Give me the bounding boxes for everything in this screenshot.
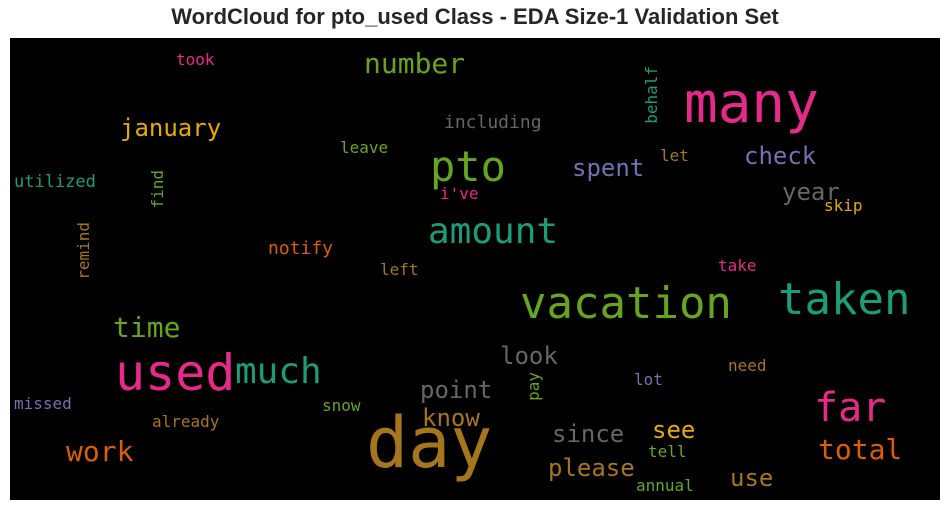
- word-see: see: [652, 418, 695, 442]
- word-utilized: utilized: [14, 174, 96, 191]
- word-need: need: [728, 358, 767, 374]
- word-january: january: [120, 116, 221, 140]
- word-already: already: [152, 414, 219, 430]
- word-notify: notify: [268, 240, 333, 258]
- word-skip: skip: [824, 198, 863, 214]
- word-let: let: [660, 148, 689, 164]
- word-pto: pto: [430, 146, 506, 188]
- word-total: total: [818, 436, 902, 464]
- word-please: please: [548, 456, 635, 480]
- word-time: time: [113, 314, 180, 342]
- word-lot: lot: [634, 372, 663, 388]
- word-including: including: [444, 114, 542, 132]
- word-many: many: [684, 76, 819, 132]
- word-know: know: [422, 406, 480, 430]
- word-use: use: [730, 466, 773, 490]
- word-point: point: [420, 378, 492, 402]
- word-look: look: [500, 344, 558, 368]
- word-annual: annual: [636, 478, 694, 494]
- wordcloud-canvas: day many used vacation taken far pto amount much…: [10, 38, 940, 500]
- word-number: number: [364, 50, 465, 78]
- word-amount: amount: [428, 214, 558, 250]
- word-work: work: [66, 438, 133, 466]
- word-remind: remind: [76, 222, 92, 280]
- chart-title: WordCloud for pto_used Class - EDA Size-…: [0, 4, 950, 30]
- word-i-ve: i've: [440, 186, 479, 202]
- word-snow: snow: [322, 398, 361, 414]
- word-spent: spent: [572, 156, 644, 180]
- word-used: used: [115, 348, 235, 398]
- word-vacation: vacation: [520, 282, 732, 326]
- word-check: check: [744, 144, 816, 168]
- word-find: find: [150, 170, 166, 209]
- word-pay: pay: [526, 372, 542, 401]
- word-taken: taken: [778, 278, 910, 322]
- word-took: took: [176, 52, 215, 68]
- word-since: since: [552, 422, 624, 446]
- word-leave: leave: [340, 140, 388, 156]
- word-far: far: [814, 388, 886, 428]
- word-take: take: [718, 258, 757, 274]
- word-tell: tell: [648, 444, 687, 460]
- word-much: much: [235, 354, 322, 390]
- word-behalf: behalf: [644, 66, 660, 124]
- word-missed: missed: [14, 396, 72, 412]
- word-left: left: [380, 262, 419, 278]
